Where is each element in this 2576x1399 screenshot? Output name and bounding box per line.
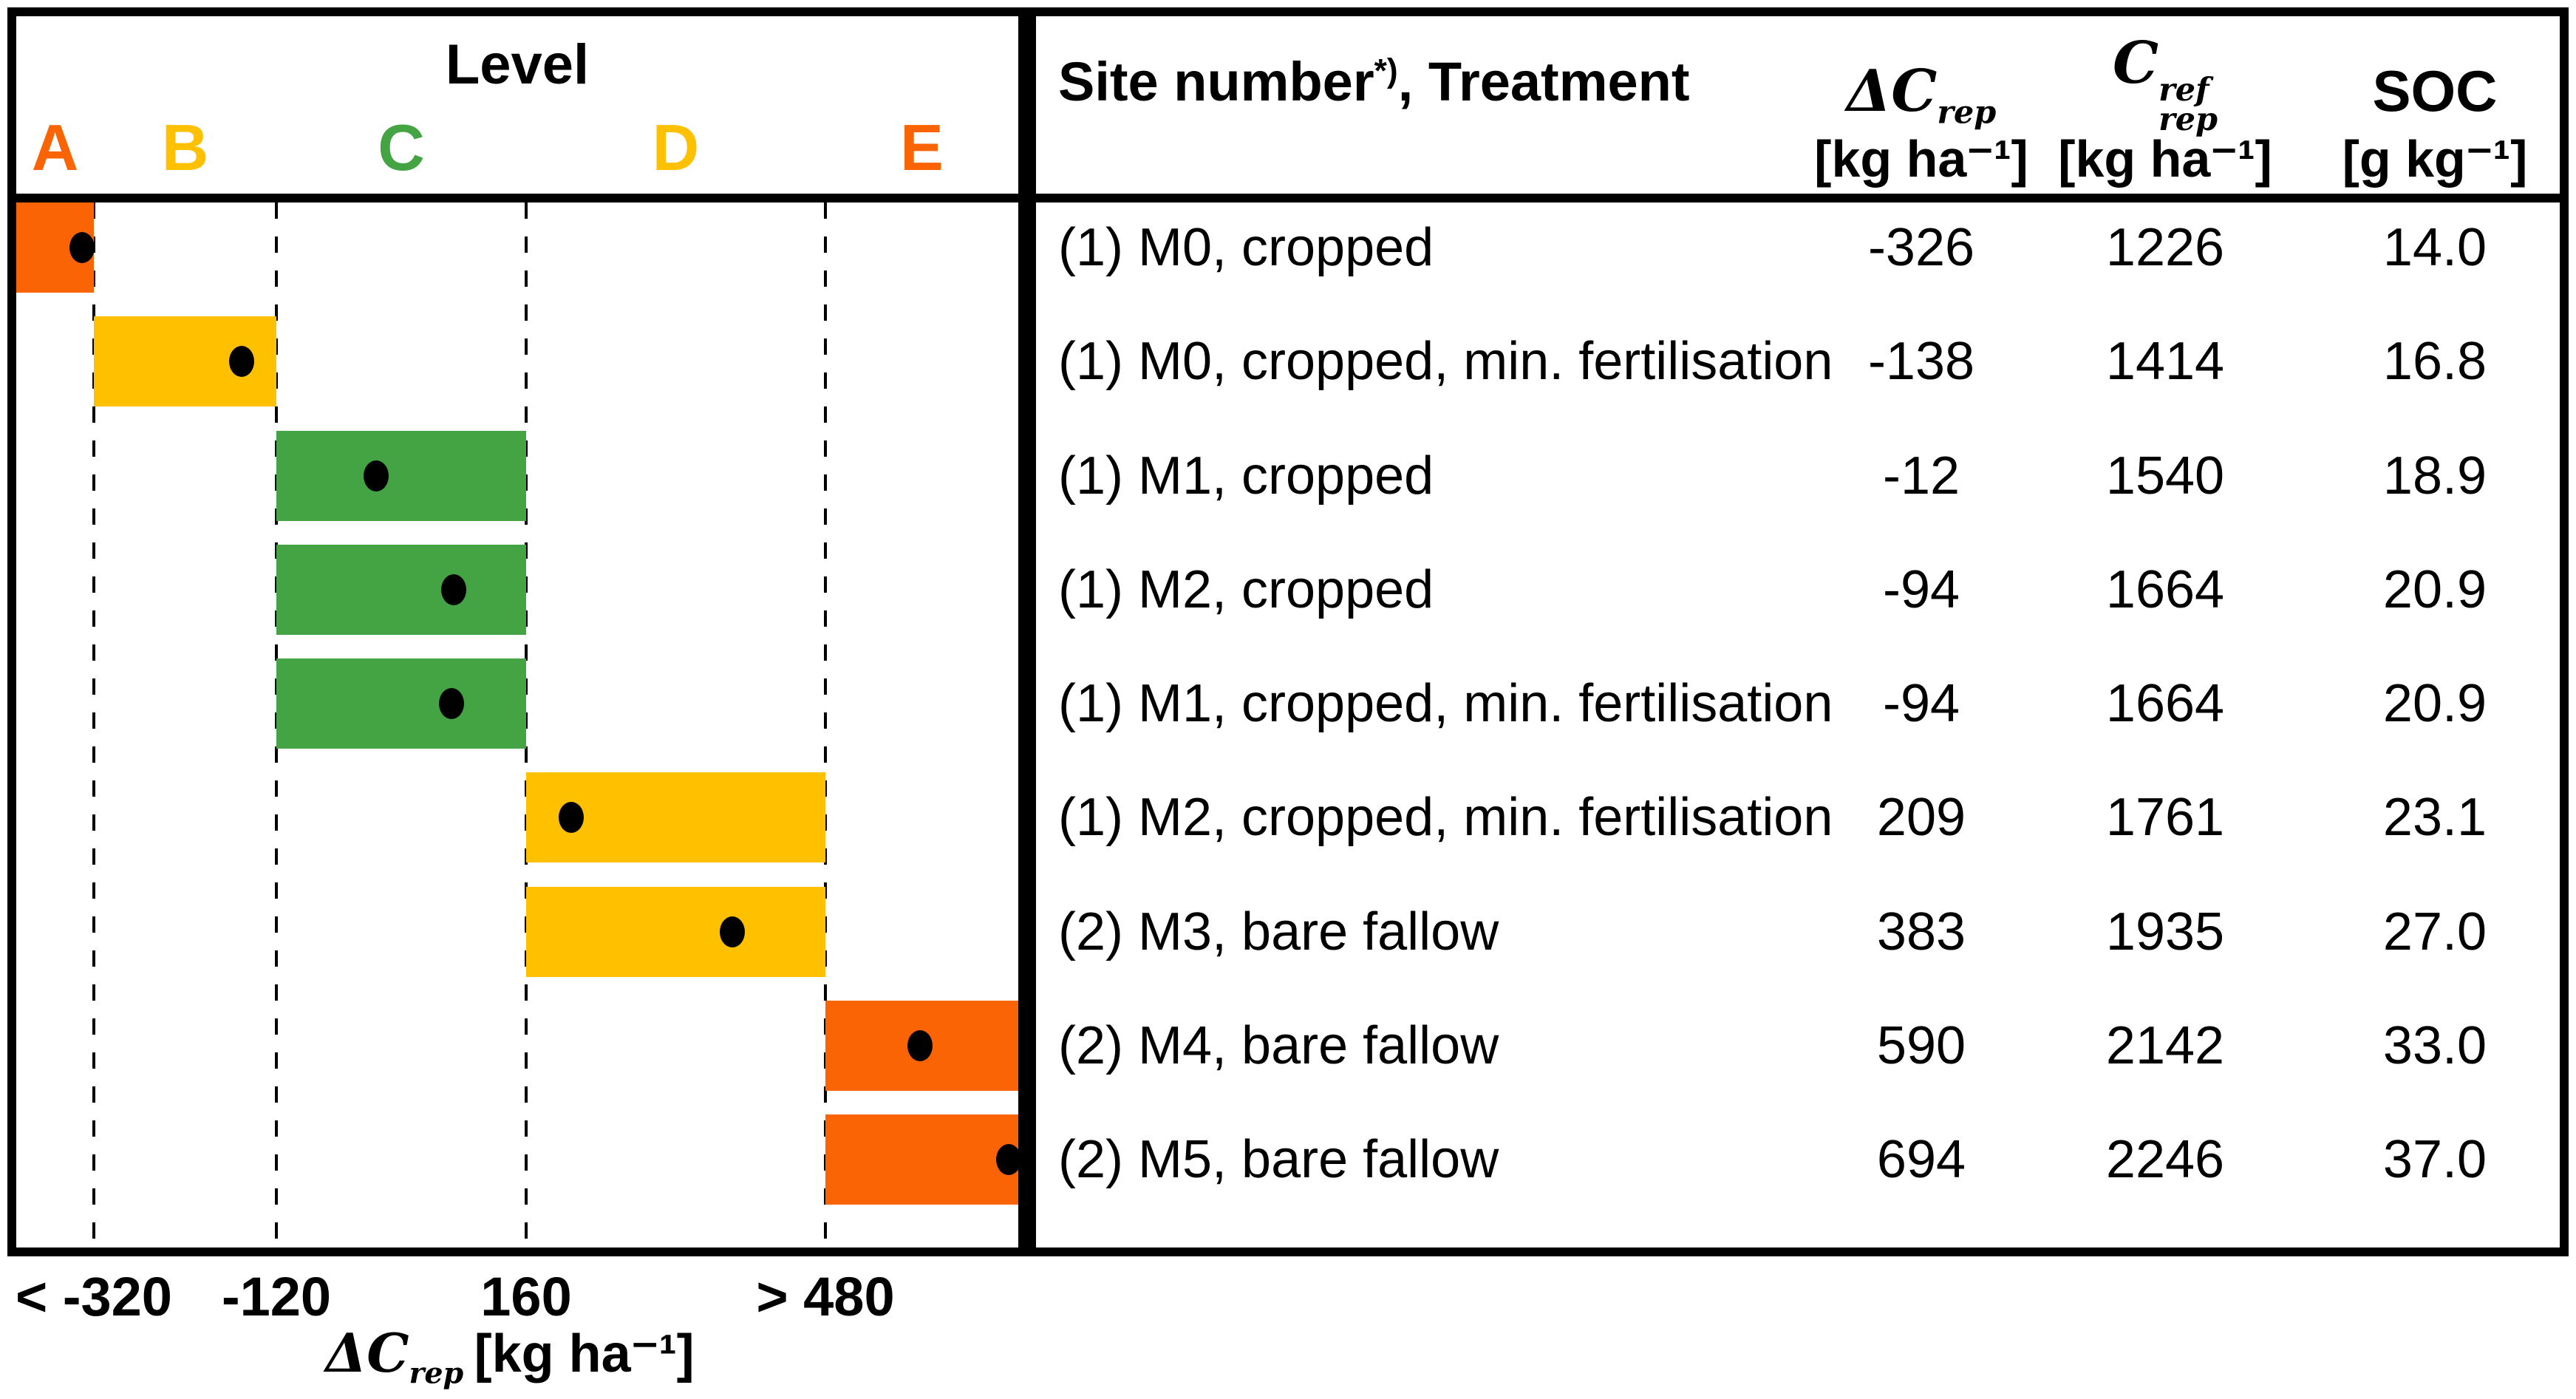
table-header: Site number*), Treatment ΔCrep [kg ha⁻¹]… — [1036, 16, 2560, 202]
data-table-panel: Site number*), Treatment ΔCrep [kg ha⁻¹]… — [1027, 7, 2569, 1256]
delta-c-cell: 694 — [1876, 1130, 1966, 1189]
column-unit-delta-c: [kg ha⁻¹] — [1814, 130, 2028, 188]
level-boundary-line — [823, 202, 827, 1247]
level-letter-a: A — [31, 111, 79, 184]
delta-c-cell: 383 — [1876, 902, 1966, 961]
treatment-cell: (1) M2, cropped, min. fertilisation — [1058, 788, 1833, 848]
x-axis-tick-label: 160 — [480, 1266, 572, 1327]
data-point-dot — [364, 460, 389, 491]
data-point-dot — [69, 232, 95, 263]
table-row: (2) M5, bare fallow 694 2246 37.0 — [1036, 1123, 2560, 1197]
delta-c-cell: 590 — [1876, 1015, 1966, 1075]
c-ref-cell: 1414 — [2105, 332, 2225, 392]
delta-c-cell: -12 — [1882, 446, 1960, 506]
treatment-cell: (1) M0, cropped — [1058, 218, 1434, 277]
soc-cell: 18.9 — [2382, 446, 2487, 506]
column-unit-soc: [g kg⁻¹] — [2342, 130, 2528, 188]
delta-c-cell: -138 — [1867, 332, 1975, 392]
soc-cell: 20.9 — [2382, 559, 2487, 619]
level-header: Level A B C D E — [16, 16, 1018, 202]
data-point-dot — [558, 802, 584, 834]
table-row: (1) M1, cropped -12 1540 18.9 — [1036, 439, 2560, 513]
data-point-dot — [229, 346, 255, 378]
level-bar-e — [825, 1114, 1018, 1205]
table-row: (1) M0, cropped, min. fertilisation -138 1… — [1036, 324, 2560, 398]
treatment-cell: (1) M2, cropped — [1058, 559, 1434, 619]
table-row: (1) M0, cropped -326 1226 14.0 — [1036, 211, 2560, 285]
delta-c-cell: -94 — [1882, 559, 1960, 619]
column-header-soc: SOC [g kg⁻¹] — [2280, 16, 2576, 202]
c-ref-cell: 1664 — [2105, 674, 2225, 733]
footnote-marker: *) — [1374, 52, 1398, 89]
table-row: (1) M1, cropped, min. fertilisation -94 16… — [1036, 667, 2560, 741]
c-ref-cell: 1761 — [2105, 788, 2225, 848]
data-point-dot — [907, 1029, 933, 1061]
data-point-dot — [995, 1144, 1018, 1175]
column-header-delta-c: ΔCrep [kg ha⁻¹] — [1766, 16, 2076, 202]
table-row: (2) M3, bare fallow 383 1935 27.0 — [1036, 895, 2560, 969]
chart-area — [16, 202, 1018, 1247]
level-boundary-line — [524, 202, 528, 1247]
c-ref-cell: 2246 — [2105, 1130, 2225, 1189]
x-axis-tick-label: > 480 — [756, 1266, 895, 1327]
level-letter-d: D — [652, 111, 700, 184]
level-chart-panel: Level A B C D E — [7, 7, 1027, 1256]
c-ref-cell: 1664 — [2105, 559, 2225, 619]
treatment-cell: (2) M5, bare fallow — [1058, 1130, 1499, 1189]
treatment-cell: (1) M0, cropped, min. fertilisation — [1058, 332, 1833, 392]
table-row: (1) M2, cropped, min. fertilisation 209 17… — [1036, 780, 2560, 854]
soc-cell: 33.0 — [2382, 1015, 2487, 1075]
data-point-dot — [438, 688, 464, 719]
soc-cell: 20.9 — [2382, 674, 2487, 733]
x-axis-title: ΔCrep [kg ha⁻¹] — [325, 1321, 695, 1391]
table-row: (2) M4, bare fallow 590 2142 33.0 — [1036, 1009, 2560, 1083]
column-unit-c-ref: [kg ha⁻¹] — [2058, 130, 2272, 188]
treatment-cell: (2) M3, bare fallow — [1058, 902, 1499, 961]
level-bar-c — [276, 430, 526, 521]
level-title: Level — [445, 33, 590, 96]
soc-cell: 37.0 — [2382, 1130, 2487, 1189]
c-ref-cell: 1935 — [2105, 902, 2225, 961]
delta-c-cell: -94 — [1882, 674, 1960, 733]
level-bar-c — [276, 544, 526, 635]
delta-c-cell: -326 — [1867, 218, 1975, 277]
treatment-cell: (2) M4, bare fallow — [1058, 1015, 1499, 1075]
soc-cell: 14.0 — [2382, 218, 2487, 277]
c-ref-cell: 2142 — [2105, 1015, 2225, 1075]
delta-c-cell: 209 — [1876, 788, 1966, 848]
data-point-dot — [440, 573, 466, 605]
treatment-cell: (1) M1, cropped, min. fertilisation — [1058, 674, 1833, 733]
x-axis-tick-label: < -320 — [16, 1266, 172, 1327]
x-axis-tick-label: -120 — [221, 1266, 332, 1327]
table-row: (1) M2, cropped -94 1664 20.9 — [1036, 553, 2560, 627]
level-letter-c: C — [378, 111, 425, 184]
column-header-treatment: Site number*), Treatment — [1058, 51, 1690, 112]
level-letter-e: E — [900, 111, 944, 184]
data-point-dot — [720, 916, 746, 947]
level-letter-b: B — [161, 111, 209, 184]
level-bar-c — [276, 658, 526, 749]
level-bar-d — [525, 886, 825, 977]
soc-cell: 16.8 — [2382, 332, 2487, 392]
soc-cell: 27.0 — [2382, 902, 2487, 961]
level-boundary-line — [92, 202, 95, 1247]
soc-cell: 23.1 — [2382, 788, 2487, 848]
treatment-cell: (1) M1, cropped — [1058, 446, 1434, 506]
c-ref-cell: 1226 — [2105, 218, 2225, 277]
c-ref-cell: 1540 — [2105, 446, 2225, 506]
